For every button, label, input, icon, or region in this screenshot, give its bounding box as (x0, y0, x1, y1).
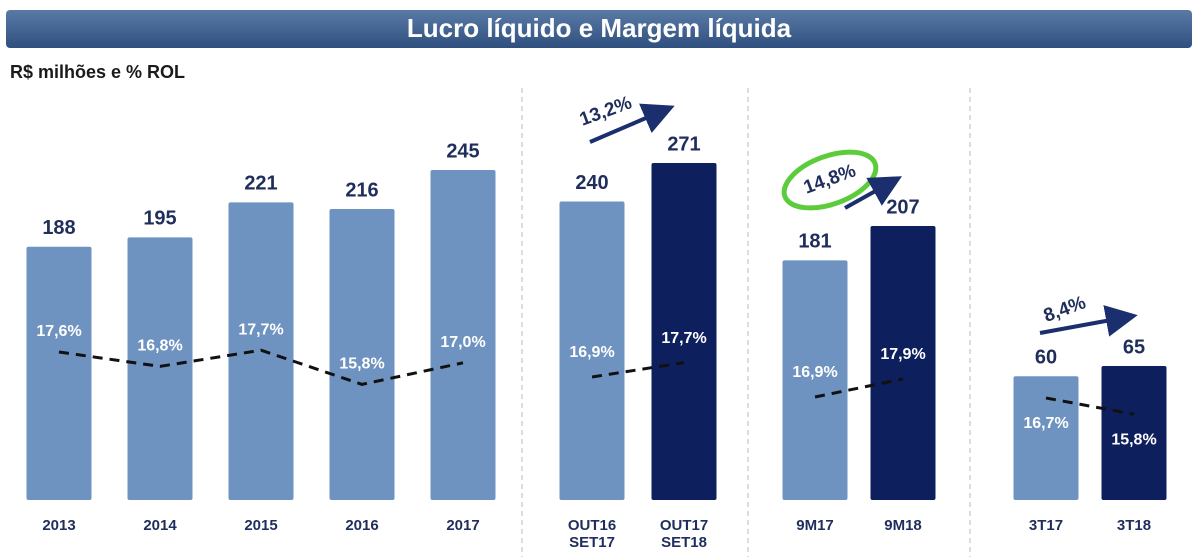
growth-arrow (589, 103, 675, 144)
margin-label: 16,7% (1023, 415, 1068, 432)
growth-label: 8,4% (1041, 292, 1089, 327)
bar (430, 170, 496, 500)
bar (1101, 366, 1167, 500)
value-label: 60 (1035, 347, 1057, 369)
bar (1013, 376, 1079, 500)
value-label: 207 (886, 196, 919, 218)
bar (782, 260, 848, 500)
margin-label: 17,7% (238, 321, 283, 338)
margin-line (814, 377, 904, 399)
margin-label: 17,6% (36, 323, 81, 340)
growth-label: 14,8% (801, 160, 859, 198)
x-tick-label: OUT16 SET17 (567, 517, 617, 551)
x-tick-label: 2014 (143, 517, 177, 534)
bar (559, 201, 625, 501)
x-tick-label: 3T17 (1028, 517, 1064, 534)
value-label: 245 (446, 140, 479, 162)
header-bar (6, 10, 1192, 48)
margin-label: 17,9% (880, 346, 925, 363)
margin-line (591, 361, 685, 379)
chart-title: Lucro líquido e Margem líquida (407, 13, 792, 43)
value-label: 181 (798, 231, 831, 253)
margin-label: 15,8% (339, 356, 384, 373)
value-label: 195 (143, 208, 176, 230)
value-label: 271 (667, 133, 700, 155)
x-tick-label: 9M17 (796, 517, 834, 534)
x-tick-label: 2017 (446, 517, 480, 534)
bar (329, 209, 395, 500)
x-tick-label: 2016 (345, 517, 379, 534)
margin-label: 17,7% (661, 330, 706, 347)
margin-line (58, 348, 464, 386)
bar (870, 226, 936, 500)
chart-subtitle: R$ milhões e % ROL (10, 62, 185, 82)
highlight-ring (781, 149, 879, 211)
value-label: 188 (42, 217, 75, 239)
value-label: 221 (244, 173, 277, 195)
bar (651, 163, 717, 500)
value-label: 65 (1123, 336, 1145, 358)
margin-label: 15,8% (1111, 431, 1156, 448)
bar (127, 237, 193, 501)
margin-label: 17,0% (440, 334, 485, 351)
x-tick-label: 3T18 (1116, 517, 1152, 534)
margin-label: 16,9% (569, 344, 614, 361)
margin-label: 16,8% (137, 338, 182, 355)
value-label: 240 (575, 172, 608, 194)
x-tick-label: 2015 (244, 517, 278, 534)
growth-arrow (844, 176, 902, 210)
x-tick-label: 9M18 (884, 517, 922, 534)
x-tick-label: OUT17 SET18 (659, 517, 709, 551)
bar (26, 246, 92, 500)
growth-arrow (1039, 305, 1138, 337)
x-tick-label: 2013 (42, 517, 76, 534)
margin-line (1045, 396, 1135, 416)
value-label: 216 (345, 179, 378, 201)
margin-label: 16,9% (792, 364, 837, 381)
